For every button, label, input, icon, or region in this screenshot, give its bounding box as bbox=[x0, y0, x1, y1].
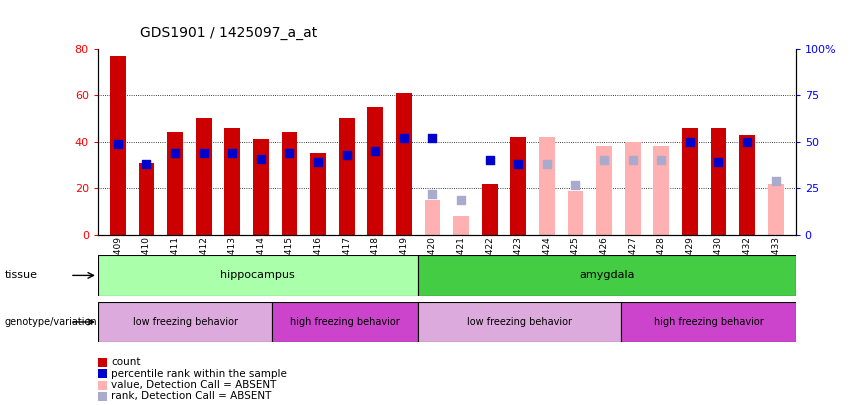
Text: amygdala: amygdala bbox=[579, 271, 635, 280]
Point bbox=[740, 139, 754, 145]
Bar bbox=[740, 135, 755, 235]
Bar bbox=[98, 302, 272, 342]
Bar bbox=[597, 147, 612, 235]
Bar bbox=[139, 163, 154, 235]
Text: percentile rank within the sample: percentile rank within the sample bbox=[111, 369, 288, 379]
Text: low freezing behavior: low freezing behavior bbox=[467, 317, 572, 327]
Bar bbox=[282, 132, 297, 235]
Bar bbox=[110, 55, 126, 235]
Bar bbox=[768, 184, 784, 235]
Point bbox=[625, 157, 639, 164]
Bar bbox=[368, 107, 383, 235]
Point bbox=[711, 159, 725, 166]
Point bbox=[568, 181, 582, 188]
Bar bbox=[539, 137, 555, 235]
Bar bbox=[167, 132, 183, 235]
Point bbox=[483, 157, 496, 164]
Point bbox=[540, 161, 554, 167]
Bar bbox=[568, 191, 583, 235]
Point bbox=[683, 139, 697, 145]
Point bbox=[254, 155, 268, 162]
Point bbox=[654, 157, 668, 164]
Text: count: count bbox=[111, 358, 141, 367]
Bar bbox=[253, 139, 269, 235]
Point bbox=[397, 135, 411, 141]
Text: value, Detection Call = ABSENT: value, Detection Call = ABSENT bbox=[111, 380, 277, 390]
Text: high freezing behavior: high freezing behavior bbox=[290, 317, 400, 327]
Text: high freezing behavior: high freezing behavior bbox=[654, 317, 763, 327]
Text: rank, Detection Call = ABSENT: rank, Detection Call = ABSENT bbox=[111, 392, 271, 401]
Point bbox=[511, 161, 525, 167]
Bar bbox=[711, 128, 727, 235]
Point bbox=[311, 159, 325, 166]
Bar bbox=[454, 216, 469, 235]
Point bbox=[283, 150, 296, 156]
Bar bbox=[196, 118, 212, 235]
Point bbox=[454, 196, 468, 203]
Bar bbox=[396, 93, 412, 235]
Text: low freezing behavior: low freezing behavior bbox=[133, 317, 237, 327]
Text: genotype/variation: genotype/variation bbox=[4, 317, 97, 327]
Bar bbox=[511, 137, 526, 235]
Point bbox=[597, 157, 611, 164]
Bar bbox=[482, 184, 498, 235]
Point bbox=[340, 151, 353, 158]
Point bbox=[111, 141, 125, 147]
Point bbox=[368, 148, 382, 154]
Text: GDS1901 / 1425097_a_at: GDS1901 / 1425097_a_at bbox=[140, 26, 317, 40]
Point bbox=[168, 150, 182, 156]
Bar bbox=[654, 147, 669, 235]
Point bbox=[426, 191, 439, 197]
Bar bbox=[418, 302, 621, 342]
Bar bbox=[272, 302, 418, 342]
Bar bbox=[418, 255, 796, 296]
Point bbox=[426, 135, 439, 141]
Bar bbox=[225, 128, 240, 235]
Bar bbox=[682, 128, 698, 235]
Bar bbox=[621, 302, 796, 342]
Bar bbox=[311, 153, 326, 235]
Point bbox=[197, 150, 210, 156]
Point bbox=[140, 161, 153, 167]
Bar bbox=[425, 200, 440, 235]
Bar bbox=[625, 142, 641, 235]
Text: tissue: tissue bbox=[4, 271, 37, 280]
Point bbox=[768, 178, 782, 184]
Text: hippocampus: hippocampus bbox=[220, 271, 295, 280]
Bar bbox=[98, 255, 418, 296]
Point bbox=[226, 150, 239, 156]
Bar bbox=[339, 118, 355, 235]
